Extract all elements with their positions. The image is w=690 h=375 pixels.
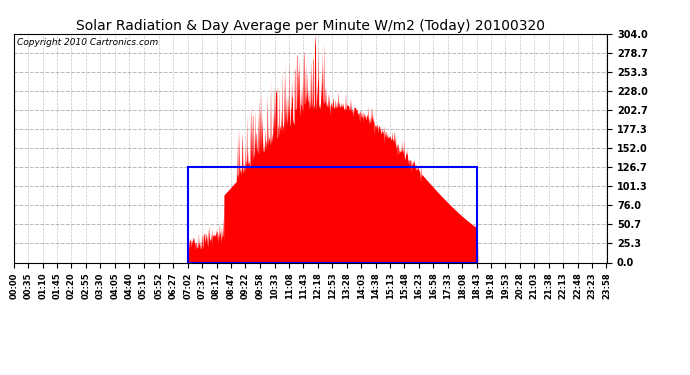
Text: Copyright 2010 Cartronics.com: Copyright 2010 Cartronics.com bbox=[17, 38, 158, 47]
Title: Solar Radiation & Day Average per Minute W/m2 (Today) 20100320: Solar Radiation & Day Average per Minute… bbox=[76, 19, 545, 33]
Bar bbox=[188, 167, 477, 262]
